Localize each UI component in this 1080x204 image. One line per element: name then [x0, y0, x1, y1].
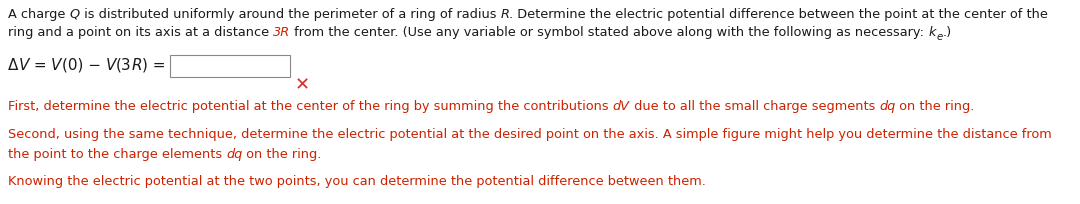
- Text: ✕: ✕: [295, 76, 310, 94]
- Text: due to all the small charge segments: due to all the small charge segments: [630, 100, 879, 112]
- Text: . Determine the electric potential difference between the point at the center of: . Determine the electric potential diffe…: [510, 8, 1048, 21]
- Text: on the ring.: on the ring.: [895, 100, 975, 112]
- Text: =: =: [29, 58, 51, 73]
- Text: Δ: Δ: [8, 58, 18, 73]
- Text: on the ring.: on the ring.: [243, 147, 322, 160]
- Text: A charge: A charge: [8, 8, 69, 21]
- Text: ) =: ) =: [143, 58, 165, 73]
- Text: is distributed uniformly around the perimeter of a ring of radius: is distributed uniformly around the peri…: [80, 8, 500, 21]
- Text: k: k: [929, 26, 936, 39]
- Text: Second, using the same technique, determine the electric potential at the desire: Second, using the same technique, determ…: [8, 127, 1052, 140]
- Text: dq: dq: [879, 100, 895, 112]
- Text: dV: dV: [612, 100, 630, 112]
- Text: First, determine the electric potential at the center of the ring by summing the: First, determine the electric potential …: [8, 100, 612, 112]
- Text: the point to the charge elements: the point to the charge elements: [8, 147, 226, 160]
- Text: e: e: [936, 32, 943, 42]
- Text: Knowing the electric potential at the two points, you can determine the potentia: Knowing the electric potential at the tw…: [8, 174, 706, 187]
- Text: (0) −: (0) −: [62, 58, 106, 73]
- Text: .): .): [943, 26, 951, 39]
- Text: 3R: 3R: [273, 26, 291, 39]
- Text: V: V: [18, 58, 29, 73]
- Text: R: R: [500, 8, 510, 21]
- Text: R: R: [132, 58, 143, 73]
- Text: (3: (3: [116, 58, 132, 73]
- Text: from the center. (Use any variable or symbol stated above along with the followi: from the center. (Use any variable or sy…: [291, 26, 929, 39]
- Text: ring and a point on its axis at a distance: ring and a point on its axis at a distan…: [8, 26, 273, 39]
- Text: dq: dq: [226, 147, 243, 160]
- Text: V: V: [106, 58, 116, 73]
- Text: V: V: [51, 58, 62, 73]
- Text: Q: Q: [69, 8, 80, 21]
